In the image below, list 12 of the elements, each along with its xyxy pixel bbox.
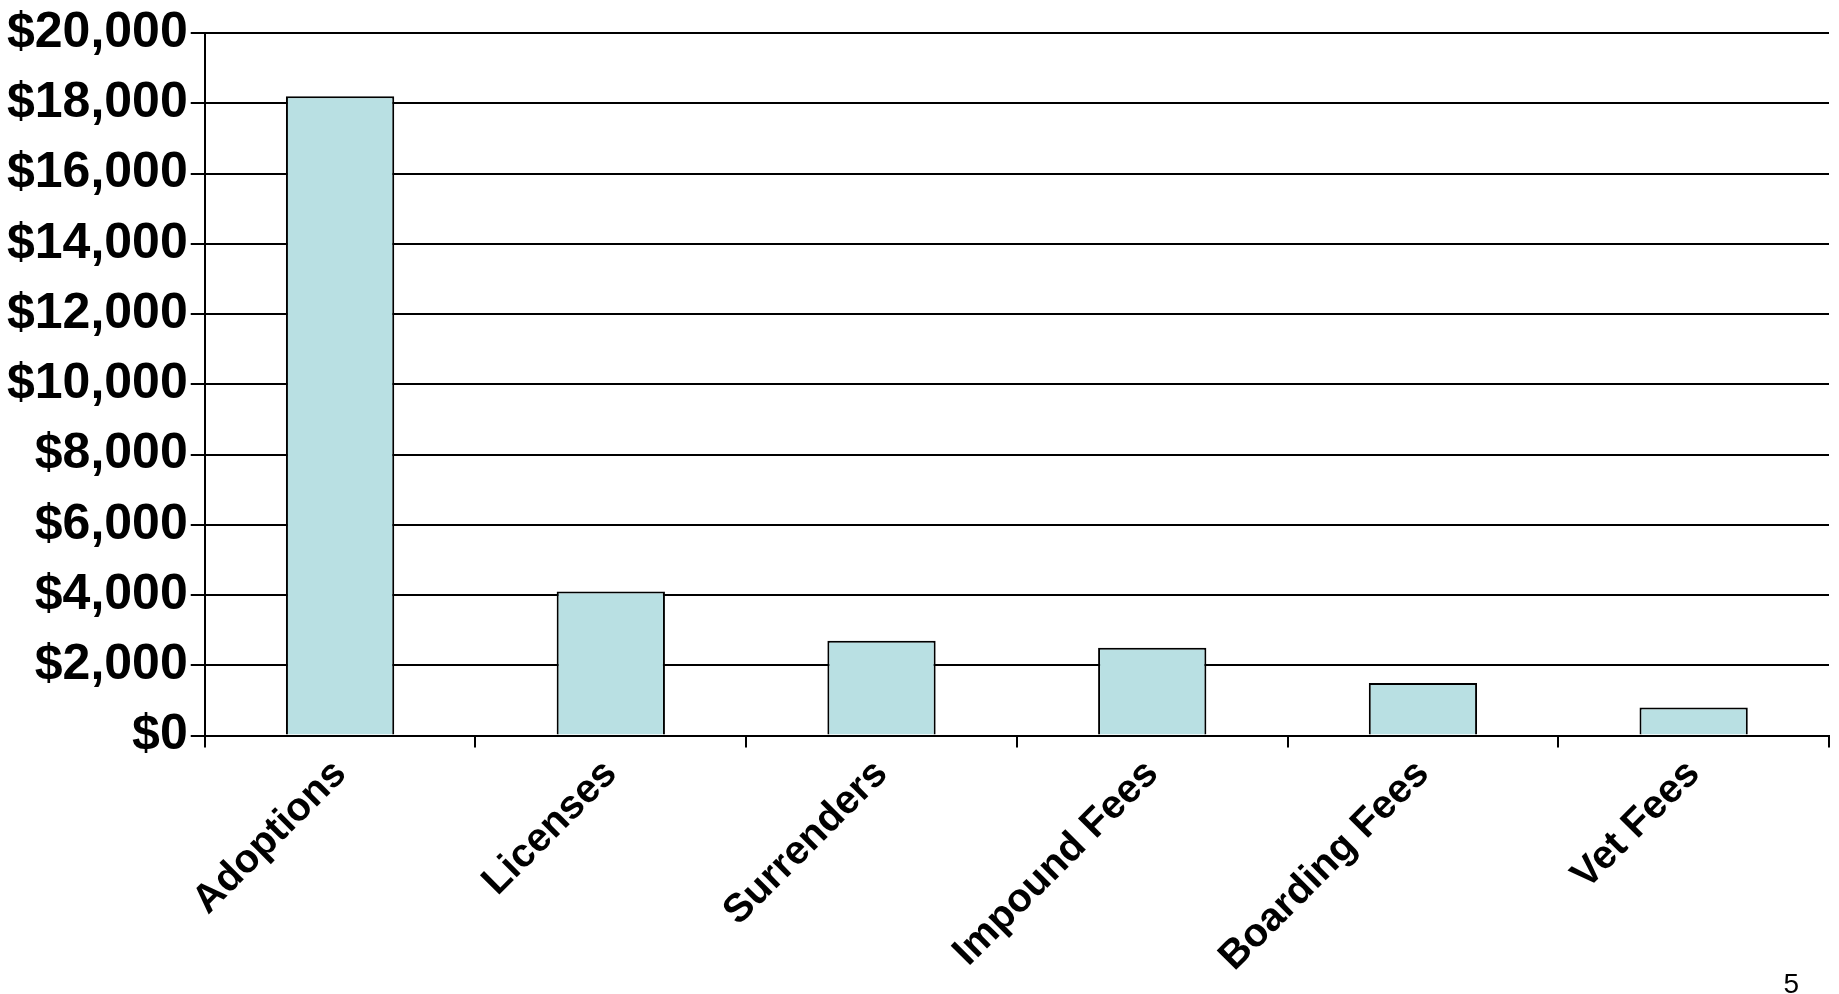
y-tick-label: $2,000 <box>34 634 188 691</box>
y-tick-label: $12,000 <box>6 282 188 339</box>
y-tick-label: $20,000 <box>6 1 188 58</box>
y-tick-label: $4,000 <box>34 563 188 620</box>
y-tick-label: $16,000 <box>6 142 188 199</box>
y-tick-label: $6,000 <box>34 493 188 550</box>
y-tick-label: $0 <box>132 704 188 761</box>
y-tick-label: $18,000 <box>6 72 188 129</box>
text: 5 <box>1783 968 1799 994</box>
y-tick-label: $8,000 <box>34 423 188 480</box>
y-tick-label: $10,000 <box>6 353 188 410</box>
y-tick-label: $14,000 <box>6 212 188 269</box>
